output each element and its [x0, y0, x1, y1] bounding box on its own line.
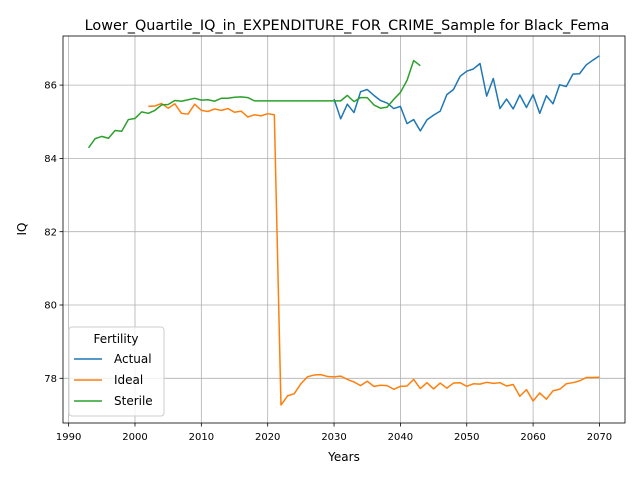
y-axis: 78 80 82 84 86	[44, 81, 63, 385]
x-tick-label: 2000	[122, 432, 147, 443]
y-tick-label: 86	[44, 81, 57, 92]
x-tick-label: 2060	[520, 432, 545, 443]
series-layer	[87, 55, 600, 406]
legend-label-ideal: Ideal	[114, 373, 143, 387]
x-tick-label: 2020	[255, 432, 280, 443]
legend-label-actual: Actual	[114, 352, 152, 366]
y-axis-label: IQ	[15, 223, 29, 236]
series-line-ideal	[148, 102, 600, 406]
y-tick-label: 82	[44, 227, 57, 238]
y-tick-label: 84	[44, 154, 57, 165]
chart-title: Lower_Quartile_IQ_in_EXPENDITURE_FOR_CRI…	[85, 18, 610, 34]
legend-box	[68, 326, 165, 417]
plot-frame	[62, 35, 626, 424]
series-line-sterile	[87, 59, 421, 149]
series-line-actual	[333, 55, 600, 132]
x-axis-label: Years	[327, 450, 360, 464]
y-tick-label: 78	[44, 374, 57, 385]
x-tick-label: 1990	[56, 432, 81, 443]
legend-title: Fertility	[93, 332, 138, 346]
y-tick-label: 80	[44, 301, 57, 312]
legend: Fertility Actual Ideal Sterile	[68, 326, 165, 417]
x-tick-label: 2070	[587, 432, 612, 443]
x-tick-label: 2050	[454, 432, 479, 443]
x-tick-label: 2030	[321, 432, 346, 443]
legend-label-sterile: Sterile	[114, 394, 153, 408]
x-tick-label: 2010	[189, 432, 214, 443]
x-axis: 1990 2000 2010 2020 2030 2040 2050 2060 2070	[56, 423, 612, 443]
x-tick-label: 2040	[388, 432, 413, 443]
